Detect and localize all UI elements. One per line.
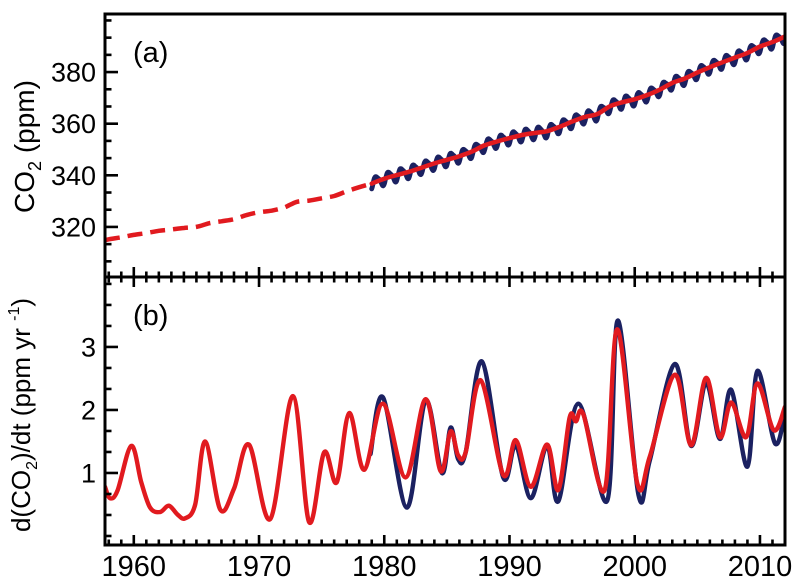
panel-b-plot-area	[105, 318, 785, 525]
panel-b-y-axis-title: d(CO2)/dt (ppm yr -1)	[6, 298, 41, 532]
panel-a-y-axis-title: CO2 (ppm)	[9, 80, 45, 213]
panel-a-y-tick-label: 340	[51, 161, 96, 191]
panel-b-y-tick-label: 1	[81, 458, 96, 488]
co2-monthly-seasonal-line	[369, 32, 785, 192]
co2-smoothed-trend-solid-line	[369, 34, 785, 186]
panel-b-ticks	[105, 277, 774, 545]
panel-a-label: (a)	[133, 37, 168, 69]
x-tick-label: 1970	[227, 551, 292, 583]
x-tick-label: 1980	[352, 551, 417, 583]
panel-b-y-tick-label: 2	[81, 395, 96, 425]
growth-rate-red-line	[105, 327, 785, 525]
panel-a-y-tick-label: 380	[51, 58, 96, 88]
panel-a-y-tick-label: 320	[51, 212, 96, 242]
panel-b-label: (b)	[133, 300, 168, 332]
panel-b-y-tick-label: 3	[81, 332, 96, 362]
x-tick-label: 2010	[728, 551, 793, 583]
panel-a-plot-area	[105, 32, 785, 243]
x-tick-label: 1990	[477, 551, 542, 583]
panel-a-y-tick-label: 360	[51, 109, 96, 139]
x-tick-label: 1960	[102, 551, 167, 583]
x-tick-label: 2000	[602, 551, 667, 583]
